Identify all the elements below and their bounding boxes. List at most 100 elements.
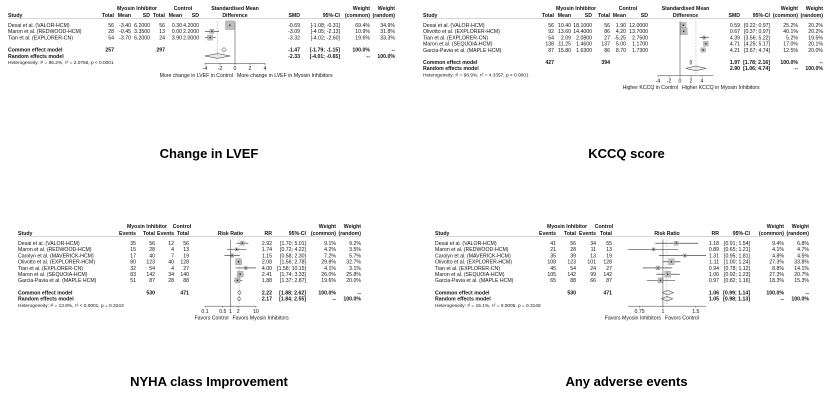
- study-label: Olivotto et al. (EXPLORER-HCM): [18, 260, 95, 266]
- study-value: 83: [130, 272, 136, 278]
- study-value: 123: [146, 260, 155, 266]
- study-value: 18.1000: [573, 23, 592, 29]
- study-weight-random: 33.8%: [794, 260, 809, 266]
- study-weight-random: 20.0%: [346, 278, 361, 284]
- x-axis-label-right: Favors Myosin Inhibitors: [233, 316, 290, 322]
- study-estimate: 2.41: [262, 272, 272, 278]
- header-effect-measure-line2: Difference: [673, 13, 698, 19]
- common-weight-random: --: [358, 290, 362, 296]
- x-axis-tick-label: 1.5: [692, 309, 699, 315]
- study-value: 13: [606, 247, 612, 253]
- study-weight-random: 20.2%: [808, 29, 823, 35]
- x-axis-label-right: Higher KCCQ in Myosin Inhibitors: [682, 85, 760, 91]
- header-treatment-group: Myosin Inhibitor: [117, 6, 157, 12]
- header-column: Mean: [558, 13, 571, 19]
- common-weight-common: 100.0%: [318, 290, 336, 296]
- x-axis-tick-label: 2: [249, 66, 252, 72]
- study-value: 14.4000: [573, 29, 592, 35]
- study-value: 86: [604, 48, 610, 54]
- header-weight-random: Weight: [344, 224, 361, 230]
- study-point-center: [231, 254, 233, 257]
- study-estimate: 0.59: [730, 23, 740, 29]
- study-value: 39: [570, 253, 576, 259]
- study-ci: [-4.02; -2.60]: [311, 35, 341, 41]
- study-value: 108: [547, 260, 556, 266]
- random-effects-label: Random effects model: [18, 297, 74, 303]
- study-estimate: 1.06: [709, 272, 719, 278]
- study-value: 2.7500: [632, 35, 648, 41]
- header-treatment-group: Myosin Inhibitor: [127, 224, 167, 230]
- x-axis-tick-label: 1: [229, 309, 232, 315]
- study-value: 66: [590, 278, 596, 284]
- study-ci: [-4.05; -2.13]: [311, 29, 341, 35]
- common-weight-random: --: [806, 290, 810, 296]
- forest-plot-kccq-svg: Myosin Inhibitor Control Standardised Mean…: [423, 6, 824, 91]
- common-weight-random: --: [820, 60, 824, 66]
- header-ci: 95%-CI: [733, 231, 751, 237]
- study-estimate: 1.18: [709, 241, 719, 247]
- study-weight-common: 19.6%: [355, 35, 370, 41]
- header-ci: 95%-CI: [323, 13, 341, 19]
- common-effect-diamond: [237, 289, 242, 296]
- study-value: 19: [606, 253, 612, 259]
- header-effect-measure: Standardised Mean: [211, 6, 259, 12]
- x-axis-label-left: Favors Control: [194, 316, 228, 322]
- header-control-group: Control: [173, 224, 192, 230]
- study-value: 28: [168, 278, 174, 284]
- study-value: 54: [149, 266, 155, 272]
- study-weight-common: 5.2%: [786, 35, 798, 41]
- study-weight-common: 4.1%: [772, 247, 784, 253]
- header-column: Events: [119, 231, 136, 237]
- heterogeneity-stat: Heterogeneity: I² = 13.8%, τ² < 0.0001, …: [18, 303, 124, 309]
- study-weight-random: 33.3%: [380, 35, 395, 41]
- study-point-center: [675, 242, 678, 244]
- study-value: 3.3500: [134, 29, 150, 35]
- study-value: 32: [130, 266, 136, 272]
- random-estimate: 1.05: [709, 297, 719, 303]
- study-weight-random: 9.2%: [349, 241, 361, 247]
- study-estimate: 4.00: [262, 266, 272, 272]
- study-value: 56: [108, 23, 114, 29]
- study-point-center: [682, 24, 684, 26]
- header-column: Total: [177, 231, 190, 237]
- header-weight-common-sub: (common): [759, 231, 784, 237]
- header-ci: 95%-CI: [289, 231, 307, 237]
- study-ci: [-1.08; -0.31]: [311, 23, 341, 29]
- study-weight-random: 6.8%: [797, 241, 809, 247]
- common-estimate: 2.22: [262, 290, 272, 296]
- study-value: 28: [149, 247, 155, 253]
- header-column: Mean: [613, 13, 626, 19]
- study-value: 40: [168, 260, 174, 266]
- study-point-center: [245, 267, 247, 269]
- common-effect-label: Common effect model: [435, 290, 490, 296]
- study-label: Garcia-Pavia et al. (MAPLE HCM): [435, 278, 514, 284]
- common-total-treatment: 530: [146, 290, 155, 296]
- study-value: 13.7000: [629, 29, 648, 35]
- study-label: Maron et al. (REDWOOD-HCM): [435, 247, 509, 253]
- study-value: -0.45: [119, 29, 131, 35]
- forest-plot-lvef-svg: Myosin Inhibitor Control Standardised Mean…: [8, 6, 395, 79]
- common-weight-common: 100.0%: [780, 60, 798, 66]
- study-weight-common: 27.3%: [769, 272, 784, 278]
- random-effects-label: Random effects model: [423, 66, 479, 72]
- random-estimate: 2.17: [262, 297, 272, 303]
- header-column: SD: [585, 13, 592, 19]
- study-weight-random: 20.1%: [808, 42, 823, 48]
- study-value: 87: [548, 48, 554, 54]
- study-point-center: [684, 254, 686, 257]
- random-ci: [1.84; 2.55]: [279, 297, 306, 303]
- x-axis-tick-label: 4: [264, 66, 267, 72]
- header-weight-common: Weight: [767, 224, 784, 230]
- study-ci: [3.67; 4.74]: [744, 48, 771, 54]
- random-weight-random: 100.0%: [805, 66, 823, 72]
- x-axis-tick-label: 1: [662, 309, 665, 315]
- study-label: Carolyn et al. (MAVERICK-HCM): [18, 253, 94, 259]
- study-label: Desai et al. (VALOR-HCM): [8, 23, 70, 29]
- study-label: Carolyn et al. (MAVERICK-HCM): [435, 253, 511, 259]
- study-label: Desai et al. (VALOR-HCM): [435, 241, 497, 247]
- random-effects-diamond: [236, 295, 242, 302]
- caption-kccq: KCCQ score: [588, 146, 665, 161]
- common-effect-label: Common effect model: [423, 60, 478, 66]
- study-value: 56: [570, 241, 576, 247]
